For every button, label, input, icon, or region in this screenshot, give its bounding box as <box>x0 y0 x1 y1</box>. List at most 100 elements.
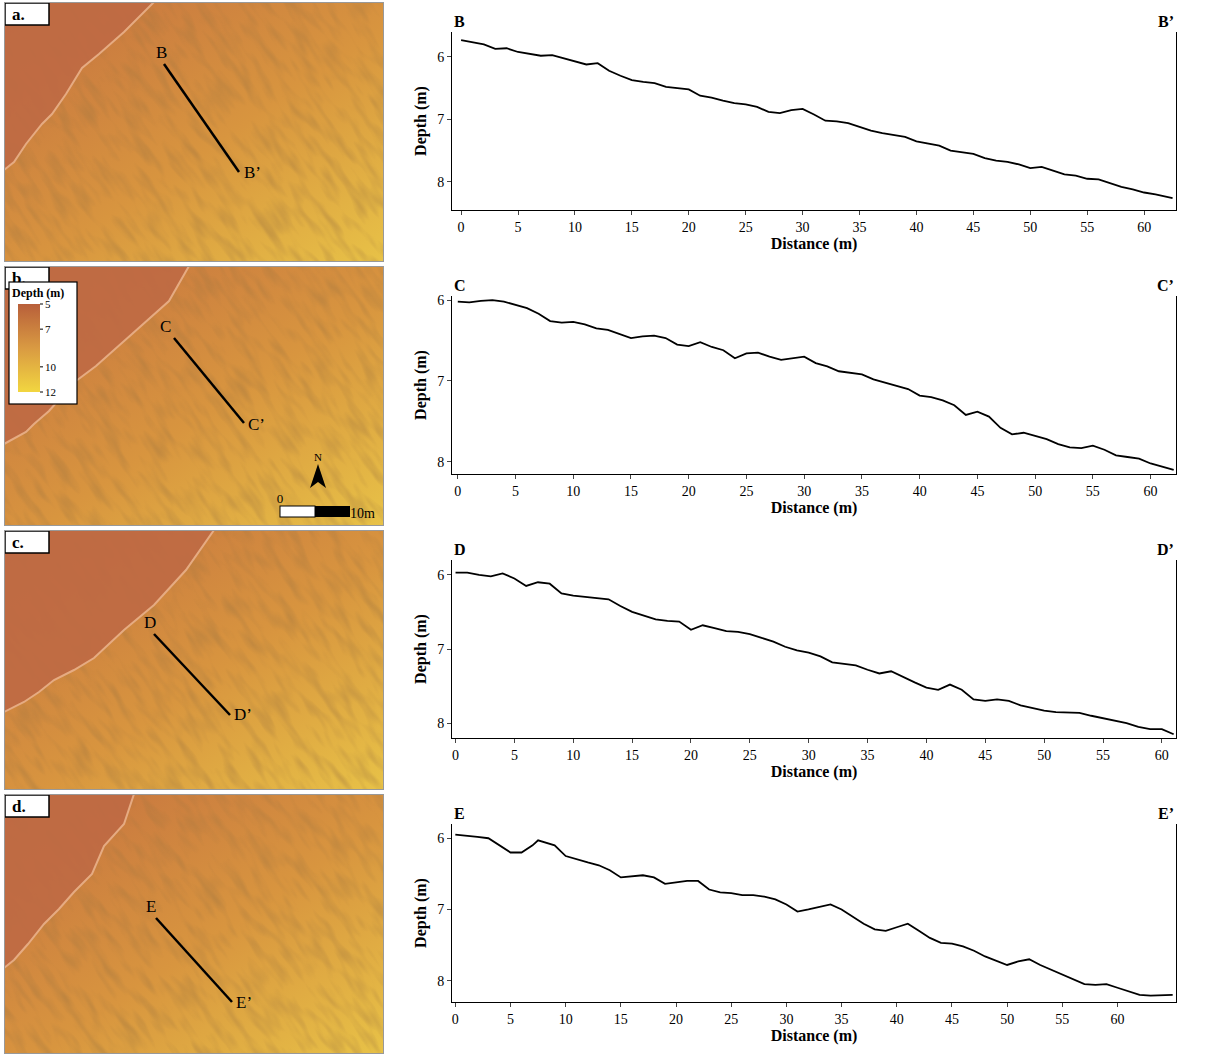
svg-text:D’: D’ <box>234 705 252 724</box>
svg-text:6: 6 <box>437 293 444 308</box>
svg-text:25: 25 <box>739 484 753 499</box>
svg-text:25: 25 <box>743 748 757 763</box>
svg-text:20: 20 <box>682 220 696 235</box>
svg-text:35: 35 <box>855 484 869 499</box>
svg-text:20: 20 <box>682 484 696 499</box>
svg-text:45: 45 <box>970 484 984 499</box>
svg-text:15: 15 <box>625 220 639 235</box>
svg-text:8: 8 <box>437 455 444 470</box>
svg-text:Depth (m): Depth (m) <box>412 86 430 156</box>
svg-text:5: 5 <box>507 1012 514 1027</box>
svg-text:55: 55 <box>1080 220 1094 235</box>
svg-text:Depth (m): Depth (m) <box>412 878 430 948</box>
svg-text:B: B <box>156 43 167 62</box>
svg-text:35: 35 <box>835 1012 849 1027</box>
svg-text:55: 55 <box>1055 1012 1069 1027</box>
svg-text:5: 5 <box>515 220 522 235</box>
svg-text:25: 25 <box>724 1012 738 1027</box>
svg-text:B’: B’ <box>244 163 261 182</box>
svg-text:45: 45 <box>978 748 992 763</box>
svg-text:B: B <box>454 13 465 30</box>
svg-text:10: 10 <box>566 484 580 499</box>
svg-text:6: 6 <box>437 831 444 846</box>
svg-text:10: 10 <box>559 1012 573 1027</box>
svg-text:45: 45 <box>945 1012 959 1027</box>
svg-text:12: 12 <box>45 386 56 398</box>
svg-text:C’: C’ <box>1157 277 1174 294</box>
svg-text:30: 30 <box>797 484 811 499</box>
svg-text:30: 30 <box>796 220 810 235</box>
svg-text:E: E <box>454 805 465 822</box>
svg-text:0: 0 <box>277 491 284 506</box>
svg-text:5: 5 <box>45 298 51 310</box>
svg-text:15: 15 <box>624 484 638 499</box>
svg-text:N: N <box>314 451 322 463</box>
svg-text:60: 60 <box>1137 220 1151 235</box>
svg-text:Distance (m): Distance (m) <box>771 1027 858 1045</box>
svg-text:10: 10 <box>568 220 582 235</box>
svg-text:0: 0 <box>452 748 459 763</box>
svg-text:6: 6 <box>437 568 444 583</box>
svg-text:30: 30 <box>779 1012 793 1027</box>
svg-text:60: 60 <box>1155 748 1169 763</box>
svg-text:D: D <box>144 613 156 632</box>
svg-text:50: 50 <box>1028 484 1042 499</box>
svg-text:7: 7 <box>437 374 444 389</box>
svg-text:Depth (m): Depth (m) <box>412 614 430 684</box>
svg-text:Depth (m): Depth (m) <box>12 286 64 300</box>
svg-text:b.: b. <box>12 269 26 288</box>
svg-text:C: C <box>454 277 466 294</box>
svg-text:15: 15 <box>625 748 639 763</box>
svg-text:0: 0 <box>458 220 465 235</box>
svg-text:50: 50 <box>1037 748 1051 763</box>
svg-text:D: D <box>454 541 466 558</box>
svg-text:10m: 10m <box>350 506 375 521</box>
svg-text:45: 45 <box>966 220 980 235</box>
svg-text:50: 50 <box>1023 220 1037 235</box>
svg-text:35: 35 <box>853 220 867 235</box>
svg-text:7: 7 <box>437 112 444 127</box>
svg-text:6: 6 <box>437 50 444 65</box>
svg-text:8: 8 <box>437 175 444 190</box>
svg-text:Depth (m): Depth (m) <box>412 350 430 420</box>
svg-text:Distance (m): Distance (m) <box>771 763 858 781</box>
svg-text:C’: C’ <box>248 415 265 434</box>
svg-text:40: 40 <box>913 484 927 499</box>
svg-text:8: 8 <box>437 716 444 731</box>
svg-text:7: 7 <box>437 642 444 657</box>
svg-text:E: E <box>146 897 156 916</box>
svg-text:35: 35 <box>861 748 875 763</box>
svg-text:E’: E’ <box>236 993 252 1012</box>
svg-text:E’: E’ <box>1158 805 1174 822</box>
svg-text:C: C <box>160 317 171 336</box>
svg-text:D’: D’ <box>1157 541 1174 558</box>
svg-text:7: 7 <box>437 902 444 917</box>
svg-text:8: 8 <box>437 974 444 989</box>
svg-text:5: 5 <box>511 748 518 763</box>
svg-text:5: 5 <box>512 484 519 499</box>
svg-text:Distance (m): Distance (m) <box>771 499 858 517</box>
svg-text:0: 0 <box>452 1012 459 1027</box>
svg-text:7: 7 <box>45 323 51 335</box>
svg-text:d.: d. <box>12 797 26 816</box>
svg-text:40: 40 <box>919 748 933 763</box>
svg-text:B’: B’ <box>1158 13 1174 30</box>
svg-text:10: 10 <box>45 361 57 373</box>
svg-text:25: 25 <box>739 220 753 235</box>
svg-text:50: 50 <box>1000 1012 1014 1027</box>
svg-text:c.: c. <box>12 533 24 552</box>
svg-text:20: 20 <box>669 1012 683 1027</box>
svg-text:10: 10 <box>566 748 580 763</box>
svg-text:55: 55 <box>1096 748 1110 763</box>
svg-text:a.: a. <box>12 5 25 24</box>
svg-text:40: 40 <box>890 1012 904 1027</box>
svg-text:60: 60 <box>1111 1012 1125 1027</box>
svg-text:15: 15 <box>614 1012 628 1027</box>
svg-text:55: 55 <box>1086 484 1100 499</box>
svg-text:0: 0 <box>454 484 461 499</box>
svg-text:60: 60 <box>1144 484 1158 499</box>
svg-text:Distance (m): Distance (m) <box>771 235 858 253</box>
svg-text:30: 30 <box>802 748 816 763</box>
svg-text:40: 40 <box>909 220 923 235</box>
svg-text:20: 20 <box>684 748 698 763</box>
